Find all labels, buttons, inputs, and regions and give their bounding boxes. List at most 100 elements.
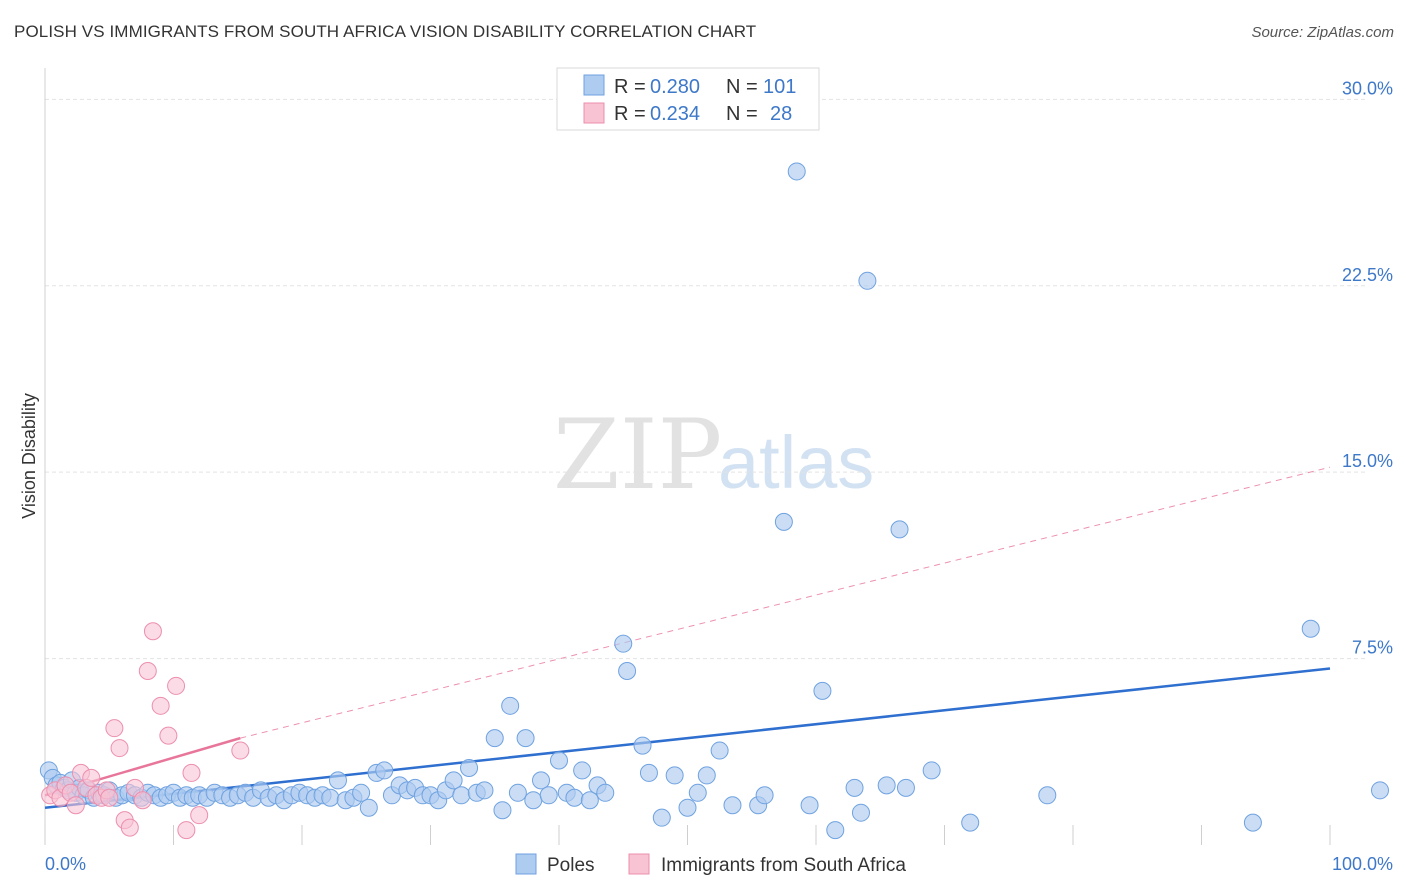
point-poles	[452, 786, 471, 805]
point-poles	[321, 788, 340, 807]
point-poles	[485, 729, 504, 748]
point-poles	[444, 771, 463, 790]
point-poles	[787, 162, 806, 181]
point-south-africa	[190, 806, 209, 825]
point-south-africa	[66, 796, 85, 815]
point-south-africa	[231, 741, 250, 760]
point-poles	[858, 271, 877, 290]
point-poles	[710, 741, 729, 760]
point-poles	[697, 766, 716, 785]
legend-swatch-south-africa	[583, 102, 605, 124]
point-poles	[652, 808, 671, 827]
x-tick-label: 0.0%	[45, 854, 86, 874]
bottom-legend-poles: Poles	[547, 855, 595, 876]
y-axis-label: Vision Disability	[19, 393, 39, 519]
point-poles	[524, 791, 543, 810]
point-poles	[723, 796, 742, 815]
point-poles	[550, 751, 568, 770]
point-poles	[460, 758, 479, 777]
gridlines	[45, 98, 1368, 660]
point-poles	[618, 662, 637, 681]
point-poles	[678, 798, 697, 817]
series-legend: Poles Immigrants from South Africa	[515, 853, 906, 876]
legend-n-label-south-africa: N =	[726, 103, 758, 125]
tick-labels: 7.5% 15.0% 22.5% 30.0% 0.0% 100.0%	[45, 78, 1393, 874]
point-poles	[328, 771, 347, 790]
point-poles	[359, 798, 378, 817]
point-poles	[1371, 781, 1389, 800]
point-poles	[614, 634, 633, 653]
point-poles	[826, 821, 845, 840]
point-poles	[813, 681, 832, 700]
point-poles	[1301, 619, 1320, 638]
y-tick-label: 22.5%	[1342, 265, 1393, 285]
point-poles	[639, 763, 658, 782]
legend-n-value-poles: 101	[763, 76, 796, 98]
point-poles	[845, 778, 864, 797]
legend-n-label-poles: N =	[726, 76, 758, 98]
point-poles	[961, 813, 980, 832]
point-poles	[516, 729, 535, 748]
point-south-africa	[177, 821, 196, 840]
point-poles	[493, 801, 512, 820]
point-poles	[596, 783, 615, 802]
point-south-africa	[133, 791, 152, 810]
point-poles	[877, 776, 896, 795]
point-south-africa	[82, 768, 101, 787]
x-tick-label: 100.0%	[1332, 854, 1393, 874]
y-tick-label: 30.0%	[1342, 78, 1393, 98]
correlation-legend: R = 0.280 N = 101 R = 0.234 N = 28	[556, 67, 820, 131]
point-poles	[774, 512, 793, 531]
watermark-atlas: atlas	[718, 421, 874, 504]
point-south-africa	[143, 622, 162, 641]
legend-n-value-south-africa: 28	[770, 103, 792, 125]
point-poles	[565, 788, 584, 807]
point-south-africa	[100, 788, 119, 807]
data-points	[39, 162, 1389, 840]
point-poles	[851, 803, 870, 822]
point-south-africa	[167, 676, 186, 695]
point-poles	[501, 696, 520, 715]
point-poles	[375, 761, 394, 780]
legend-r-value-poles: 0.280	[650, 76, 700, 98]
point-poles	[755, 786, 774, 805]
point-poles	[539, 786, 558, 805]
point-south-africa	[110, 739, 129, 758]
point-poles	[922, 761, 941, 780]
point-south-africa	[182, 763, 201, 782]
point-poles	[475, 781, 494, 800]
point-poles	[573, 761, 592, 780]
point-south-africa	[159, 726, 178, 745]
point-poles	[1038, 786, 1057, 805]
source-label: Source: ZipAtlas.com	[1251, 24, 1394, 41]
axes	[44, 68, 1331, 845]
y-tick-label: 15.0%	[1342, 451, 1393, 471]
legend-r-label-south-africa: R =	[614, 103, 646, 125]
chart-title: POLISH VS IMMIGRANTS FROM SOUTH AFRICA V…	[14, 22, 757, 41]
bottom-legend-south-africa: Immigrants from South Africa	[661, 855, 906, 876]
point-poles	[508, 783, 527, 802]
point-poles	[580, 791, 599, 810]
point-poles	[633, 736, 652, 755]
point-poles	[352, 783, 371, 802]
point-south-africa	[151, 696, 170, 715]
watermark-zip: ZIP	[553, 399, 722, 511]
y-tick-label: 7.5%	[1352, 638, 1393, 658]
point-poles	[800, 796, 819, 815]
point-poles	[896, 778, 915, 797]
legend-r-value-south-africa: 0.234	[650, 103, 700, 125]
point-south-africa	[138, 662, 157, 681]
point-poles	[688, 783, 707, 802]
point-poles	[665, 766, 684, 785]
bottom-legend-swatch-poles	[515, 853, 537, 875]
point-poles	[890, 520, 909, 539]
legend-swatch-poles	[583, 74, 605, 96]
legend-r-label-poles: R =	[614, 76, 646, 98]
point-poles	[1243, 813, 1262, 832]
trend-line-south-africa-extension	[240, 466, 1331, 739]
point-poles	[532, 771, 551, 790]
point-south-africa	[120, 818, 139, 837]
point-south-africa	[105, 719, 124, 738]
bottom-legend-swatch-south-africa	[628, 853, 650, 875]
